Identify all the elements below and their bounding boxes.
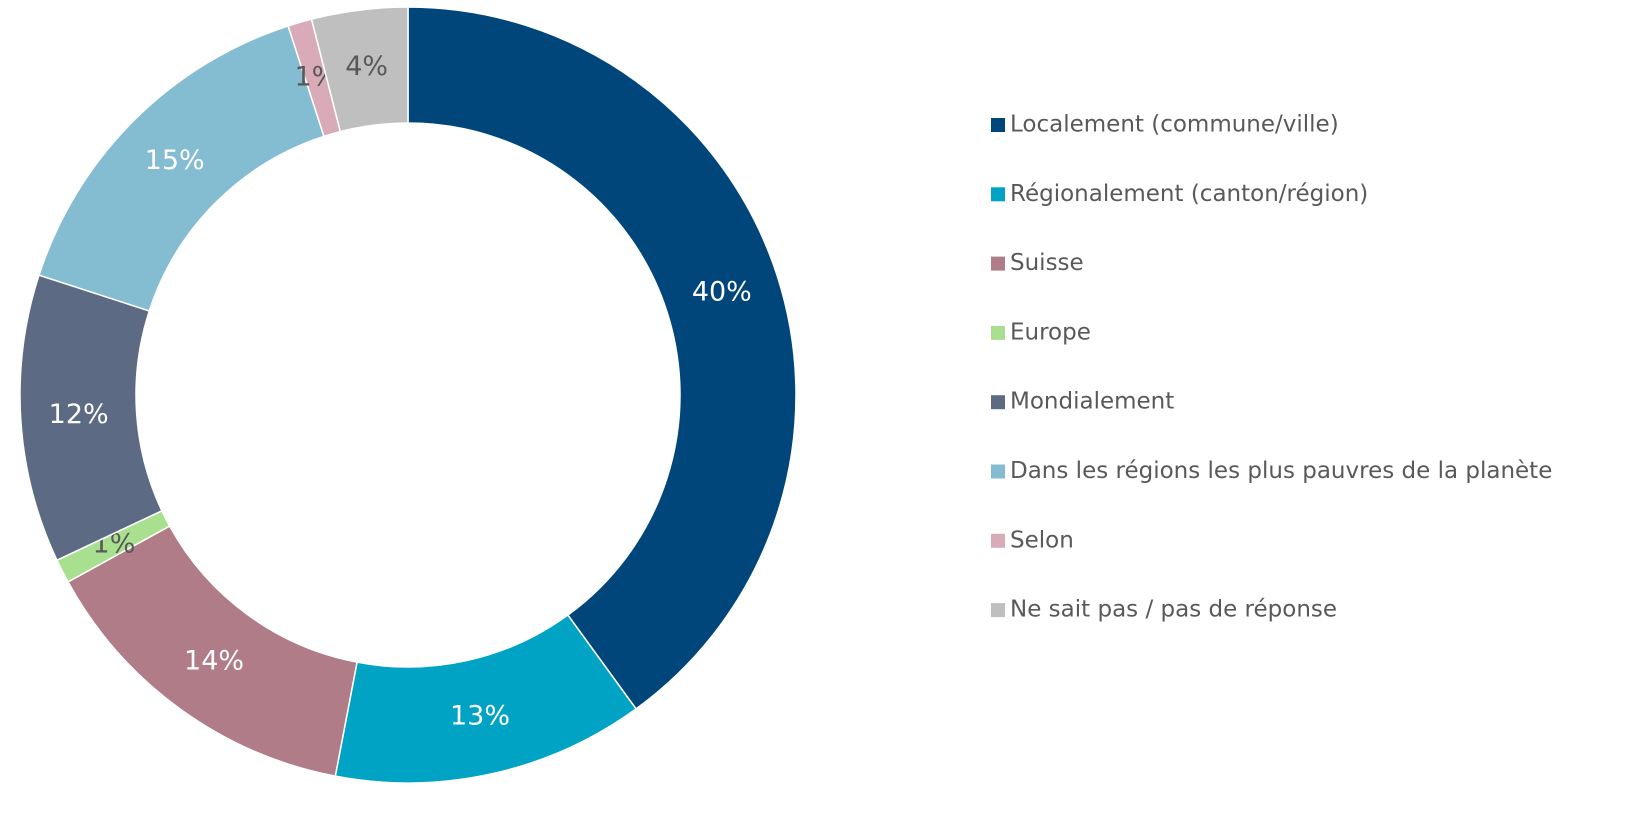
legend-swatch <box>991 603 1005 618</box>
legend-swatch <box>991 118 1005 132</box>
legend-label: Dans les régions les plus pauvres de la … <box>1010 458 1552 484</box>
legend-label: Ne sait pas / pas de réponse <box>1010 597 1337 623</box>
legend-swatch <box>991 325 1005 340</box>
slice <box>310 6 409 133</box>
value-label: 4% <box>345 51 388 82</box>
legend-label: Localement (commune/ville) <box>1010 112 1339 138</box>
slice <box>407 6 797 710</box>
value-label: 15% <box>145 145 205 176</box>
value-label: 13% <box>450 701 510 732</box>
legend-label: Régionalement (canton/région) <box>1010 181 1368 207</box>
legend-swatch <box>991 256 1005 271</box>
value-label: 40% <box>692 277 752 308</box>
value-label: 14% <box>184 645 244 676</box>
legend-label: Selon <box>1010 527 1074 553</box>
legend-label: Suisse <box>1010 250 1084 276</box>
legend-label: Europe <box>1010 319 1091 345</box>
legend-swatch <box>991 533 1005 548</box>
legend-label: Mondialement <box>1010 389 1174 415</box>
value-label: 12% <box>49 399 109 430</box>
legend-swatch <box>991 187 1005 202</box>
legend-swatch <box>991 395 1005 410</box>
legend-swatch <box>991 464 1005 479</box>
